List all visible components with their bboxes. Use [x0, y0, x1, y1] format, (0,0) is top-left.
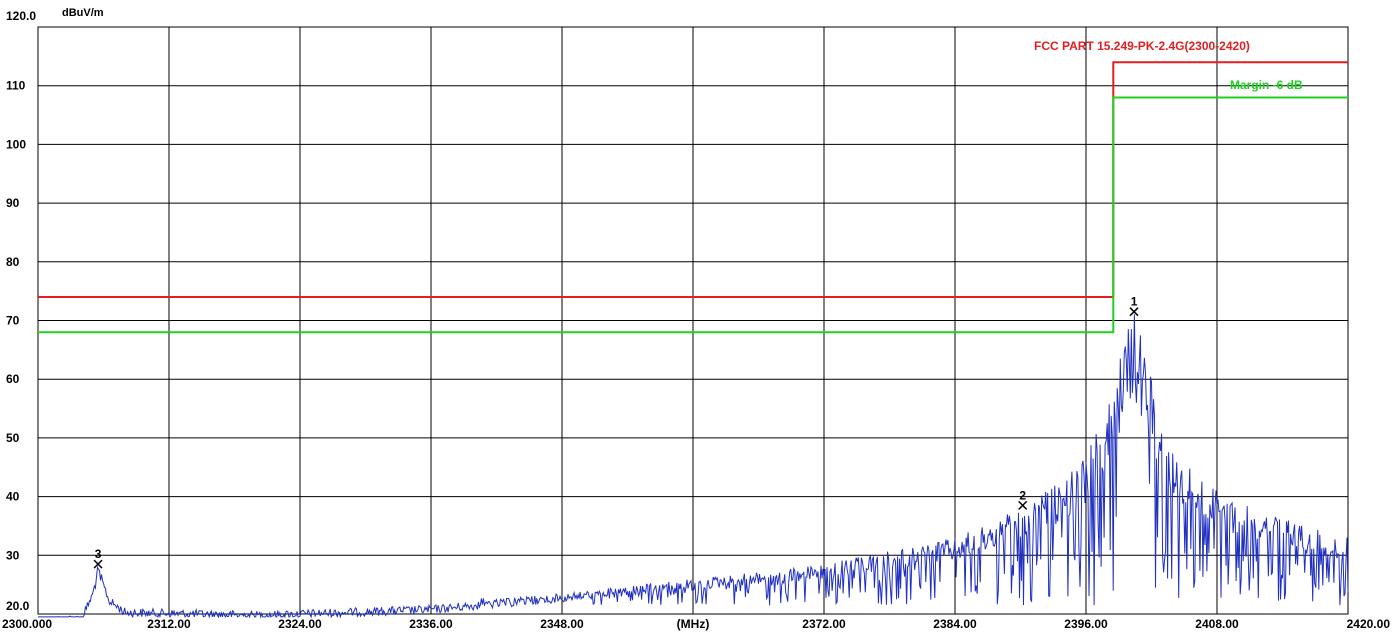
- x-tick-label: 2336.00: [409, 617, 453, 631]
- y-tick-label: 40: [6, 490, 20, 504]
- y-axis-unit-label: dBuV/m: [62, 7, 104, 19]
- x-tick-label: 2300.000: [2, 617, 52, 631]
- y-tick-label: 90: [6, 196, 20, 210]
- y-tick-label: 100: [6, 137, 26, 151]
- x-tick-label: 2396.00: [1064, 617, 1108, 631]
- x-tick-label: 2324.00: [278, 617, 322, 631]
- margin-line: [38, 96, 1348, 334]
- peak-marker: 1: [1129, 295, 1139, 317]
- limit-lines: [38, 61, 1348, 334]
- marker-x-stroke: [1018, 500, 1028, 510]
- y-tick-label: 80: [6, 255, 20, 269]
- y-tick-label: 70: [6, 314, 20, 328]
- marker-label: 2: [1019, 488, 1026, 502]
- x-tick-label: 2384.00: [933, 617, 977, 631]
- x-tick-labels: 2300.000 2312.00 2324.00 2336.00 2348.00 (MHz…: [2, 617, 1390, 631]
- grid-lines: [37, 26, 1349, 615]
- peak-markers: 1 2 3: [93, 295, 1139, 569]
- peak-marker: 2: [1018, 488, 1028, 510]
- x-tick-label: (MHz): [677, 617, 710, 631]
- trace-line: [38, 314, 1349, 619]
- limit-line-label: FCC PART 15.249-PK-2.4G(2300-2420): [1034, 39, 1250, 53]
- marker-label: 1: [1131, 295, 1138, 309]
- x-tick-label: 2348.00: [540, 617, 584, 631]
- y-tick-label: 30: [6, 548, 20, 562]
- y-tick-label: 20.0: [6, 599, 30, 613]
- marker-label: 3: [95, 547, 102, 561]
- y-tick-labels: 20.0 30 40 50 60 70 80 90 100 110 120.0: [6, 9, 36, 613]
- measurement-trace: [38, 314, 1349, 619]
- x-tick-label: 2408.00: [1195, 617, 1239, 631]
- y-tick-label: 60: [6, 372, 20, 386]
- y-tick-label: 110: [6, 79, 26, 93]
- marker-x-stroke: [1129, 307, 1139, 317]
- peak-marker: 3: [93, 547, 103, 569]
- marker-x-stroke: [93, 559, 103, 569]
- y-tick-label: 50: [6, 431, 20, 445]
- margin-line-label: Margin -6 dB: [1230, 78, 1303, 92]
- y-tick-label: 120.0: [6, 9, 36, 23]
- x-tick-label: 2372.00: [802, 617, 846, 631]
- x-tick-label: 2420.00: [1347, 617, 1391, 631]
- x-tick-label: 2312.00: [147, 617, 191, 631]
